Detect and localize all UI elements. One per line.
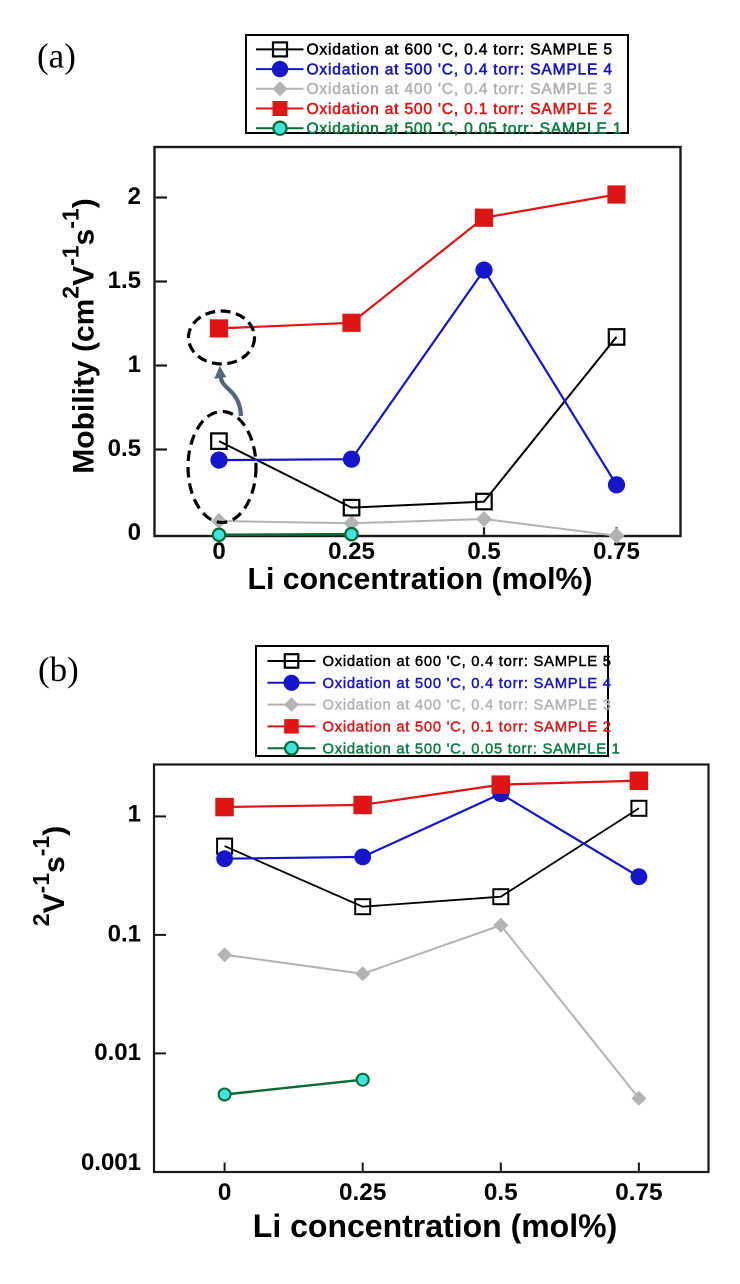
svg-text:Oxidation at 500 'C, 0.4 torr:: Oxidation at 500 'C, 0.4 torr: SAMPLE 4 [307,61,613,78]
svg-text:Oxidation at 500 'C, 0.05 torr: Oxidation at 500 'C, 0.05 torr: SAMPLE 1 [307,121,623,138]
svg-text:1: 1 [128,351,141,378]
svg-text:0.001: 0.001 [81,1149,141,1176]
svg-text:Li concentration (mol%): Li concentration (mol%) [253,1208,617,1244]
svg-text:Oxidation at 600 'C, 0.4 torr:: Oxidation at 600 'C, 0.4 torr: SAMPLE 5 [323,654,612,670]
svg-text:0.5: 0.5 [484,1179,518,1206]
svg-text:0.5: 0.5 [467,538,500,565]
svg-text:1: 1 [128,800,141,827]
svg-text:2: 2 [128,183,141,210]
svg-text:Oxidation at 400 'C, 0.4 torr:: Oxidation at 400 'C, 0.4 torr: SAMPLE 3 [323,698,612,714]
svg-text:0: 0 [212,538,225,565]
svg-text:0.25: 0.25 [328,538,375,565]
svg-text:2V-1s-1): 2V-1s-1) [28,826,71,926]
svg-text:0: 0 [128,519,141,546]
svg-text:0.25: 0.25 [339,1179,386,1206]
svg-text:Oxidation at 600 'C, 0.4 torr:: Oxidation at 600 'C, 0.4 torr: SAMPLE 5 [307,42,613,59]
svg-text:0.01: 0.01 [94,1039,141,1066]
svg-text:1.5: 1.5 [108,267,141,294]
svg-text:Oxidation at 500 'C, 0.1 torr:: Oxidation at 500 'C, 0.1 torr: SAMPLE 2 [323,720,612,736]
svg-text:(b): (b) [38,650,79,689]
svg-text:Oxidation at 500 'C, 0.1 torr:: Oxidation at 500 'C, 0.1 torr: SAMPLE 2 [307,101,613,118]
svg-text:Oxidation at 500 'C, 0.05 torr: Oxidation at 500 'C, 0.05 torr: SAMPLE 1 [323,741,621,757]
svg-text:0: 0 [218,1179,232,1206]
svg-text:0.5: 0.5 [108,435,141,462]
svg-text:(a): (a) [37,37,76,76]
svg-text:0.75: 0.75 [615,1179,662,1206]
svg-text:0.1: 0.1 [108,921,141,948]
svg-text:Oxidation at 400 'C, 0.4 torr:: Oxidation at 400 'C, 0.4 torr: SAMPLE 3 [307,81,613,98]
svg-text:Li concentration (mol%): Li concentration (mol%) [247,563,592,596]
svg-text:Oxidation at 500 'C, 0.4 torr:: Oxidation at 500 'C, 0.4 torr: SAMPLE 4 [323,676,612,692]
